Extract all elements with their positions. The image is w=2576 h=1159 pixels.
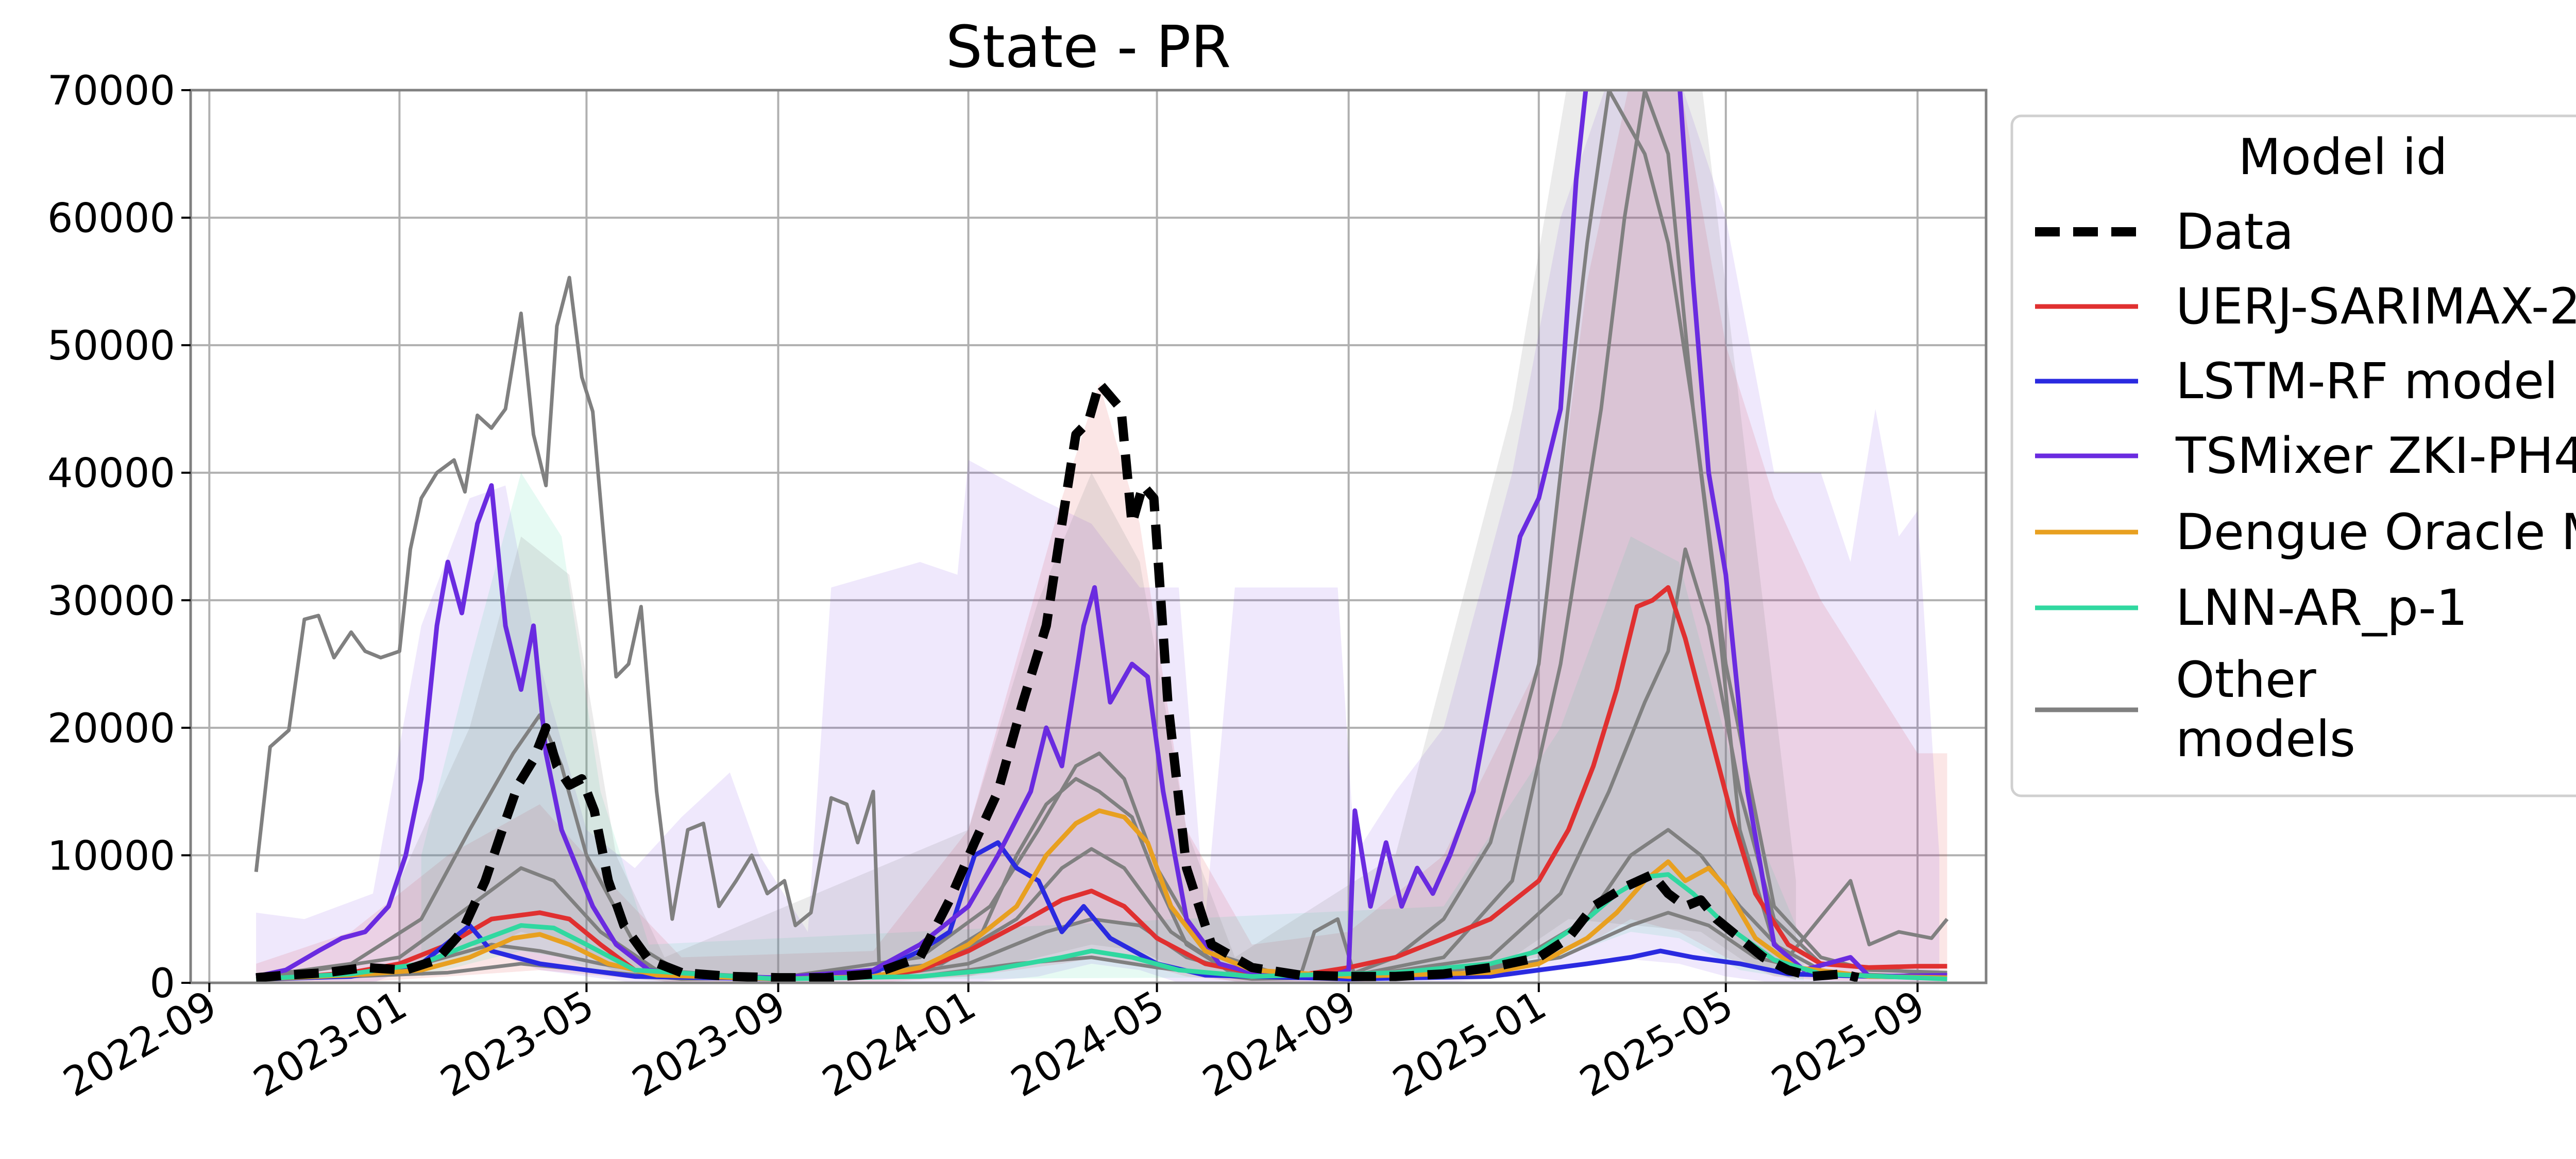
y-tick-label: 0 [149,961,175,1007]
uncertainty-band [256,90,1940,983]
legend-label: Dengue Oracle M1 [2176,503,2576,561]
legend-label: Data [2176,203,2294,261]
x-tick-label: 2024-09 [1195,982,1364,1106]
series-line-tsmixer-zki-ph4 [256,90,1947,980]
y-axis: 0 10000 20000 30000 40000 50000 60000 70000 [47,68,191,1007]
legend-label: LNN-AR_p-1 [2176,579,2468,637]
model-series-lines [256,90,1947,983]
other-model-line [256,90,1947,980]
y-tick-label: 50000 [47,323,175,369]
y-tick-label: 40000 [47,451,175,497]
other-model-line [919,777,1357,979]
series-line-dengue-oracle-m1 [256,808,1947,982]
y-tick-label: 30000 [47,578,175,624]
series-line-lnn-ar-p-1 [256,872,1947,982]
legend-box [2010,114,2576,797]
y-tick-label: 20000 [47,706,175,752]
y-tick-label: 10000 [47,833,175,879]
x-tick-label: 2024-05 [1004,982,1172,1106]
uncertainty-band [399,90,1796,982]
x-tick-label: 2022-09 [56,982,225,1106]
x-tick-label: 2023-09 [625,982,793,1106]
legend-label: Other models [2176,651,2355,768]
y-tick-label: 70000 [47,68,175,114]
x-tick-label: 2025-01 [1385,982,1554,1106]
legend-title: Model id [2238,128,2447,186]
x-tick-label: 2023-05 [433,982,602,1106]
x-tick-label: 2025-05 [1572,982,1741,1106]
legend-label: LSTM-RF model [2176,352,2558,410]
uncertainty-bands [256,90,1947,983]
uncertainty-band [256,90,1947,983]
x-tick-label: 2024-01 [815,982,984,1106]
other-model-line [256,547,1947,981]
legend-label: UERJ-SARIMAX-2 [2176,278,2576,335]
x-tick-label: 2025-09 [1764,982,1933,1106]
series-line-lstm-rf-model [256,840,1947,982]
legend-label: TSMixer ZKI-PH4 [2175,427,2576,485]
y-tick-label: 60000 [47,196,175,242]
other-model-line [1348,90,1822,977]
x-tick-label: 2023-01 [246,982,415,1106]
chart-title: State - PR [946,14,1231,81]
legend: Model id Data UERJ-SARIMAX-2 LSTM-RF model T… [2010,114,2576,797]
series-line-data [256,379,1860,983]
x-axis: 2022-09 2023-01 2023-05 2023-09 2024-01 2024-… [56,982,1933,1106]
plot-frame [189,89,1988,984]
other-model-line [254,276,882,977]
